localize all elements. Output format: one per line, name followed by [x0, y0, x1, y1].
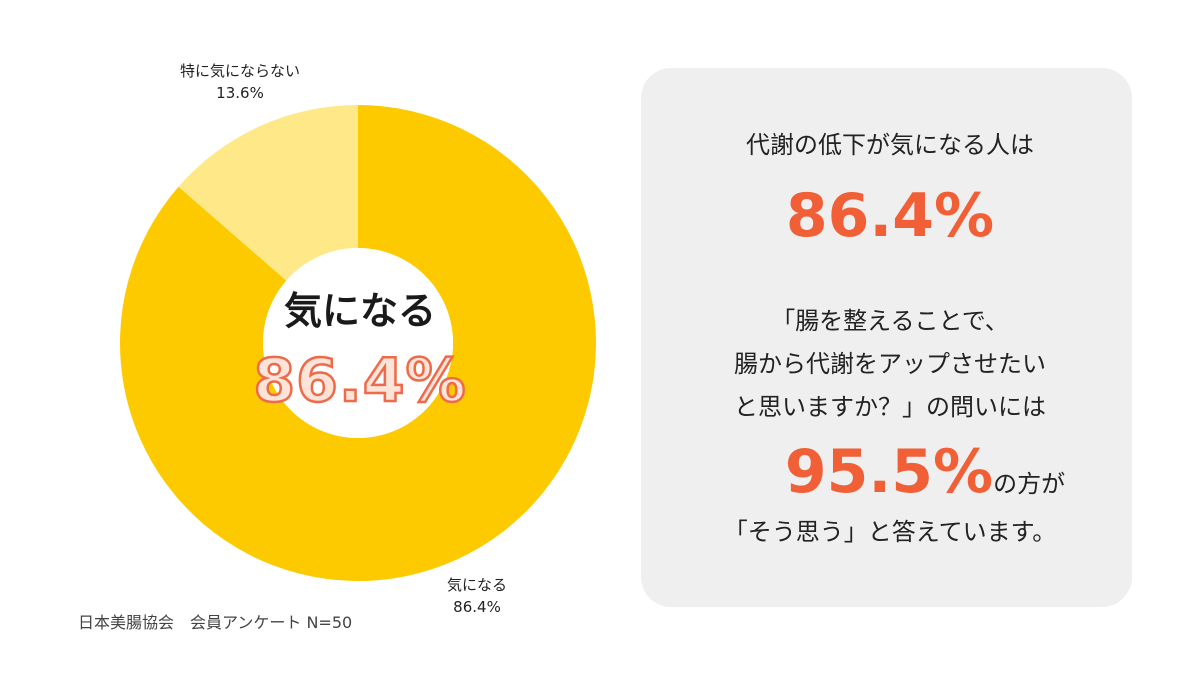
panel-heading: 代謝の低下が気になる人は	[746, 131, 1034, 159]
slice-label-major-value: 86.4%	[453, 598, 501, 616]
panel-question-line: と思いますか？」の問いには	[734, 393, 1046, 421]
donut-slice-0	[119, 105, 596, 581]
slice-label-minor-value: 13.6%	[216, 84, 264, 102]
slice-label-major-category: 気になる	[446, 576, 507, 594]
panel-answer-value: 95.5%	[784, 437, 994, 507]
slice-label-minor: 特に気にならない 13.6%	[150, 60, 330, 104]
panel-answer-row: 95.5%の方が	[680, 432, 1100, 512]
panel-question-line: 腸から代謝をアップさせたい	[734, 350, 1046, 378]
info-panel	[641, 68, 1132, 607]
source-note: 日本美腸協会 会員アンケート N=50	[78, 613, 353, 632]
donut-center-title: 気になる	[283, 289, 436, 333]
slice-label-major: 気になる 86.4%	[402, 574, 552, 618]
donut-center-value: 86.4%	[252, 345, 467, 418]
panel-question: 「腸を整えることで、 腸から代謝をアップさせたい と思いますか？」の問いには	[680, 300, 1100, 429]
donut-slice-1	[178, 105, 358, 281]
panel-closing: 「そう思う」と答えています。	[723, 518, 1057, 546]
donut-slices	[119, 105, 596, 581]
slice-label-minor-category: 特に気にならない	[179, 62, 300, 80]
donut-hole	[263, 248, 453, 438]
panel-question-line: 「腸を整えることで、	[771, 307, 1009, 335]
panel-answer-suffix: の方が	[993, 470, 1066, 498]
panel-big-value: 86.4%	[785, 181, 995, 251]
